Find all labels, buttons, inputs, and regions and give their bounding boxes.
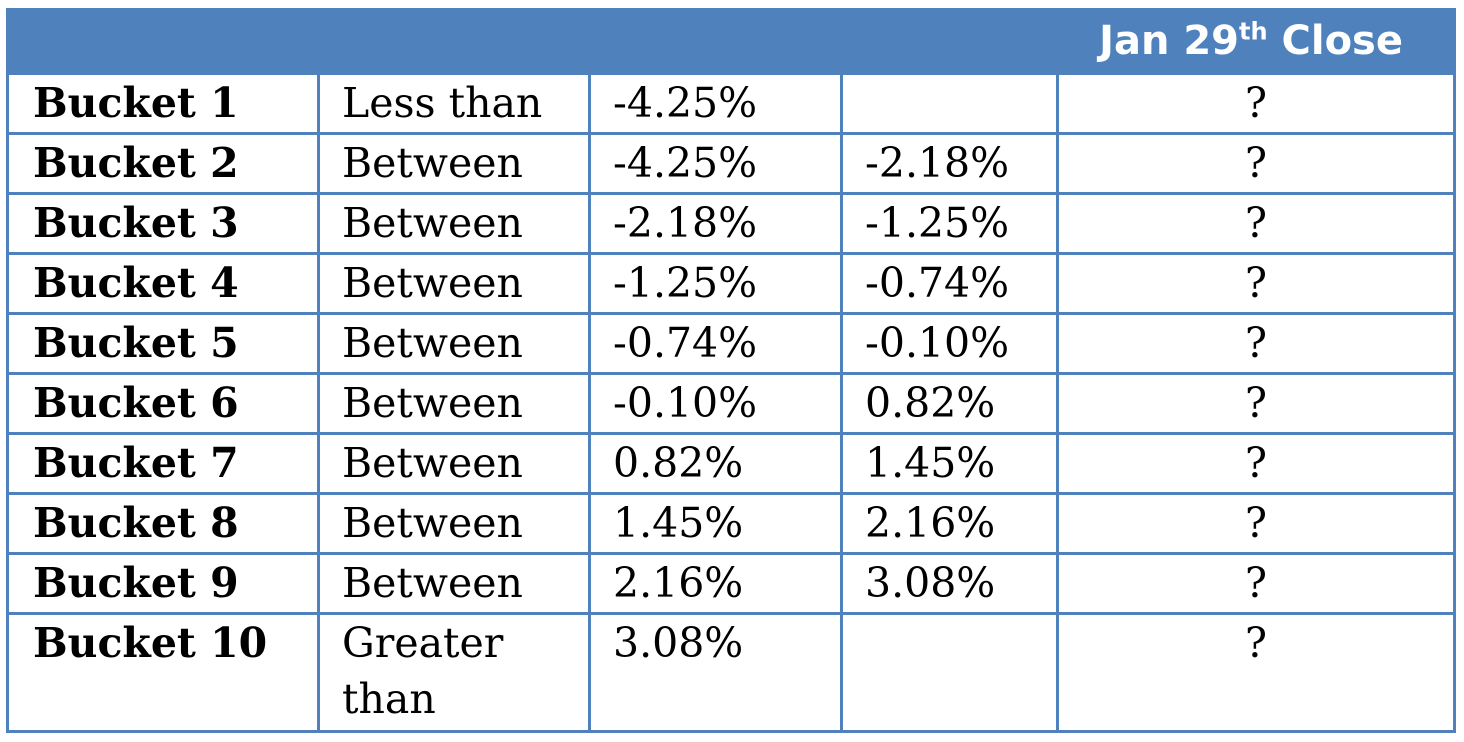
bucket-name: Bucket 8	[6, 492, 320, 555]
table-row: Bucket 8 Between 1.45% 2.16% ?	[6, 492, 1456, 555]
bucket-relation: Between	[317, 372, 591, 435]
table-row: Bucket 9 Between 2.16% 3.08% ?	[6, 552, 1456, 615]
table-row: Bucket 10 Greater than 3.08% ?	[6, 612, 1456, 733]
bucket-relation: Between	[317, 252, 591, 315]
header-cell-empty-2	[317, 8, 591, 75]
bucket-name: Bucket 5	[6, 312, 320, 375]
header-cell-empty-1	[6, 8, 320, 75]
bucket-result: ?	[1056, 492, 1456, 555]
bucket-high: -2.18%	[840, 132, 1059, 195]
header-cell-empty-4	[840, 8, 1059, 75]
bucket-high: 2.16%	[840, 492, 1059, 555]
bucket-relation: Between	[317, 492, 591, 555]
bucket-low: 1.45%	[588, 492, 843, 555]
bucket-name: Bucket 7	[6, 432, 320, 495]
table-row: Bucket 2 Between -4.25% -2.18% ?	[6, 132, 1456, 195]
bucket-result: ?	[1056, 72, 1456, 135]
bucket-high: -1.25%	[840, 192, 1059, 255]
bucket-table: Jan 29th Close Bucket 1 Less than -4.25%…	[6, 8, 1456, 733]
bucket-relation: Between	[317, 432, 591, 495]
table-row: Bucket 6 Between -0.10% 0.82% ?	[6, 372, 1456, 435]
bucket-low: -4.25%	[588, 132, 843, 195]
bucket-low: 3.08%	[588, 612, 843, 733]
header-title: Jan 29th Close	[1056, 8, 1456, 75]
bucket-high: 0.82%	[840, 372, 1059, 435]
bucket-high: 3.08%	[840, 552, 1059, 615]
bucket-name: Bucket 4	[6, 252, 320, 315]
bucket-name: Bucket 2	[6, 132, 320, 195]
bucket-low: -0.10%	[588, 372, 843, 435]
table-row: Bucket 3 Between -2.18% -1.25% ?	[6, 192, 1456, 255]
bucket-relation: Between	[317, 192, 591, 255]
bucket-low: 0.82%	[588, 432, 843, 495]
bucket-low: -2.18%	[588, 192, 843, 255]
bucket-result: ?	[1056, 372, 1456, 435]
bucket-table-container: Jan 29th Close Bucket 1 Less than -4.25%…	[6, 8, 1456, 733]
bucket-low: -4.25%	[588, 72, 843, 135]
bucket-high: -0.10%	[840, 312, 1059, 375]
header-title-main: Jan 29	[1099, 18, 1240, 64]
bucket-name: Bucket 10	[6, 612, 320, 733]
header-title-superscript: th	[1239, 17, 1268, 46]
bucket-result: ?	[1056, 552, 1456, 615]
bucket-name: Bucket 1	[6, 72, 320, 135]
bucket-result: ?	[1056, 312, 1456, 375]
bucket-relation: Between	[317, 132, 591, 195]
bucket-low: 2.16%	[588, 552, 843, 615]
bucket-high	[840, 72, 1059, 135]
table-row: Bucket 5 Between -0.74% -0.10% ?	[6, 312, 1456, 375]
bucket-result: ?	[1056, 132, 1456, 195]
bucket-relation: Greater than	[317, 612, 591, 733]
bucket-low: -0.74%	[588, 312, 843, 375]
bucket-relation: Less than	[317, 72, 591, 135]
header-title-tail: Close	[1267, 18, 1404, 64]
bucket-high: -0.74%	[840, 252, 1059, 315]
bucket-relation: Between	[317, 552, 591, 615]
table-row: Bucket 4 Between -1.25% -0.74% ?	[6, 252, 1456, 315]
table-row: Bucket 1 Less than -4.25% ?	[6, 72, 1456, 135]
bucket-name: Bucket 6	[6, 372, 320, 435]
bucket-high: 1.45%	[840, 432, 1059, 495]
bucket-low: -1.25%	[588, 252, 843, 315]
header-row: Jan 29th Close	[6, 8, 1456, 75]
table-row: Bucket 7 Between 0.82% 1.45% ?	[6, 432, 1456, 495]
bucket-relation: Between	[317, 312, 591, 375]
bucket-name: Bucket 3	[6, 192, 320, 255]
bucket-result: ?	[1056, 612, 1456, 733]
bucket-high	[840, 612, 1059, 733]
bucket-name: Bucket 9	[6, 552, 320, 615]
bucket-result: ?	[1056, 252, 1456, 315]
bucket-result: ?	[1056, 192, 1456, 255]
header-cell-empty-3	[588, 8, 843, 75]
bucket-result: ?	[1056, 432, 1456, 495]
